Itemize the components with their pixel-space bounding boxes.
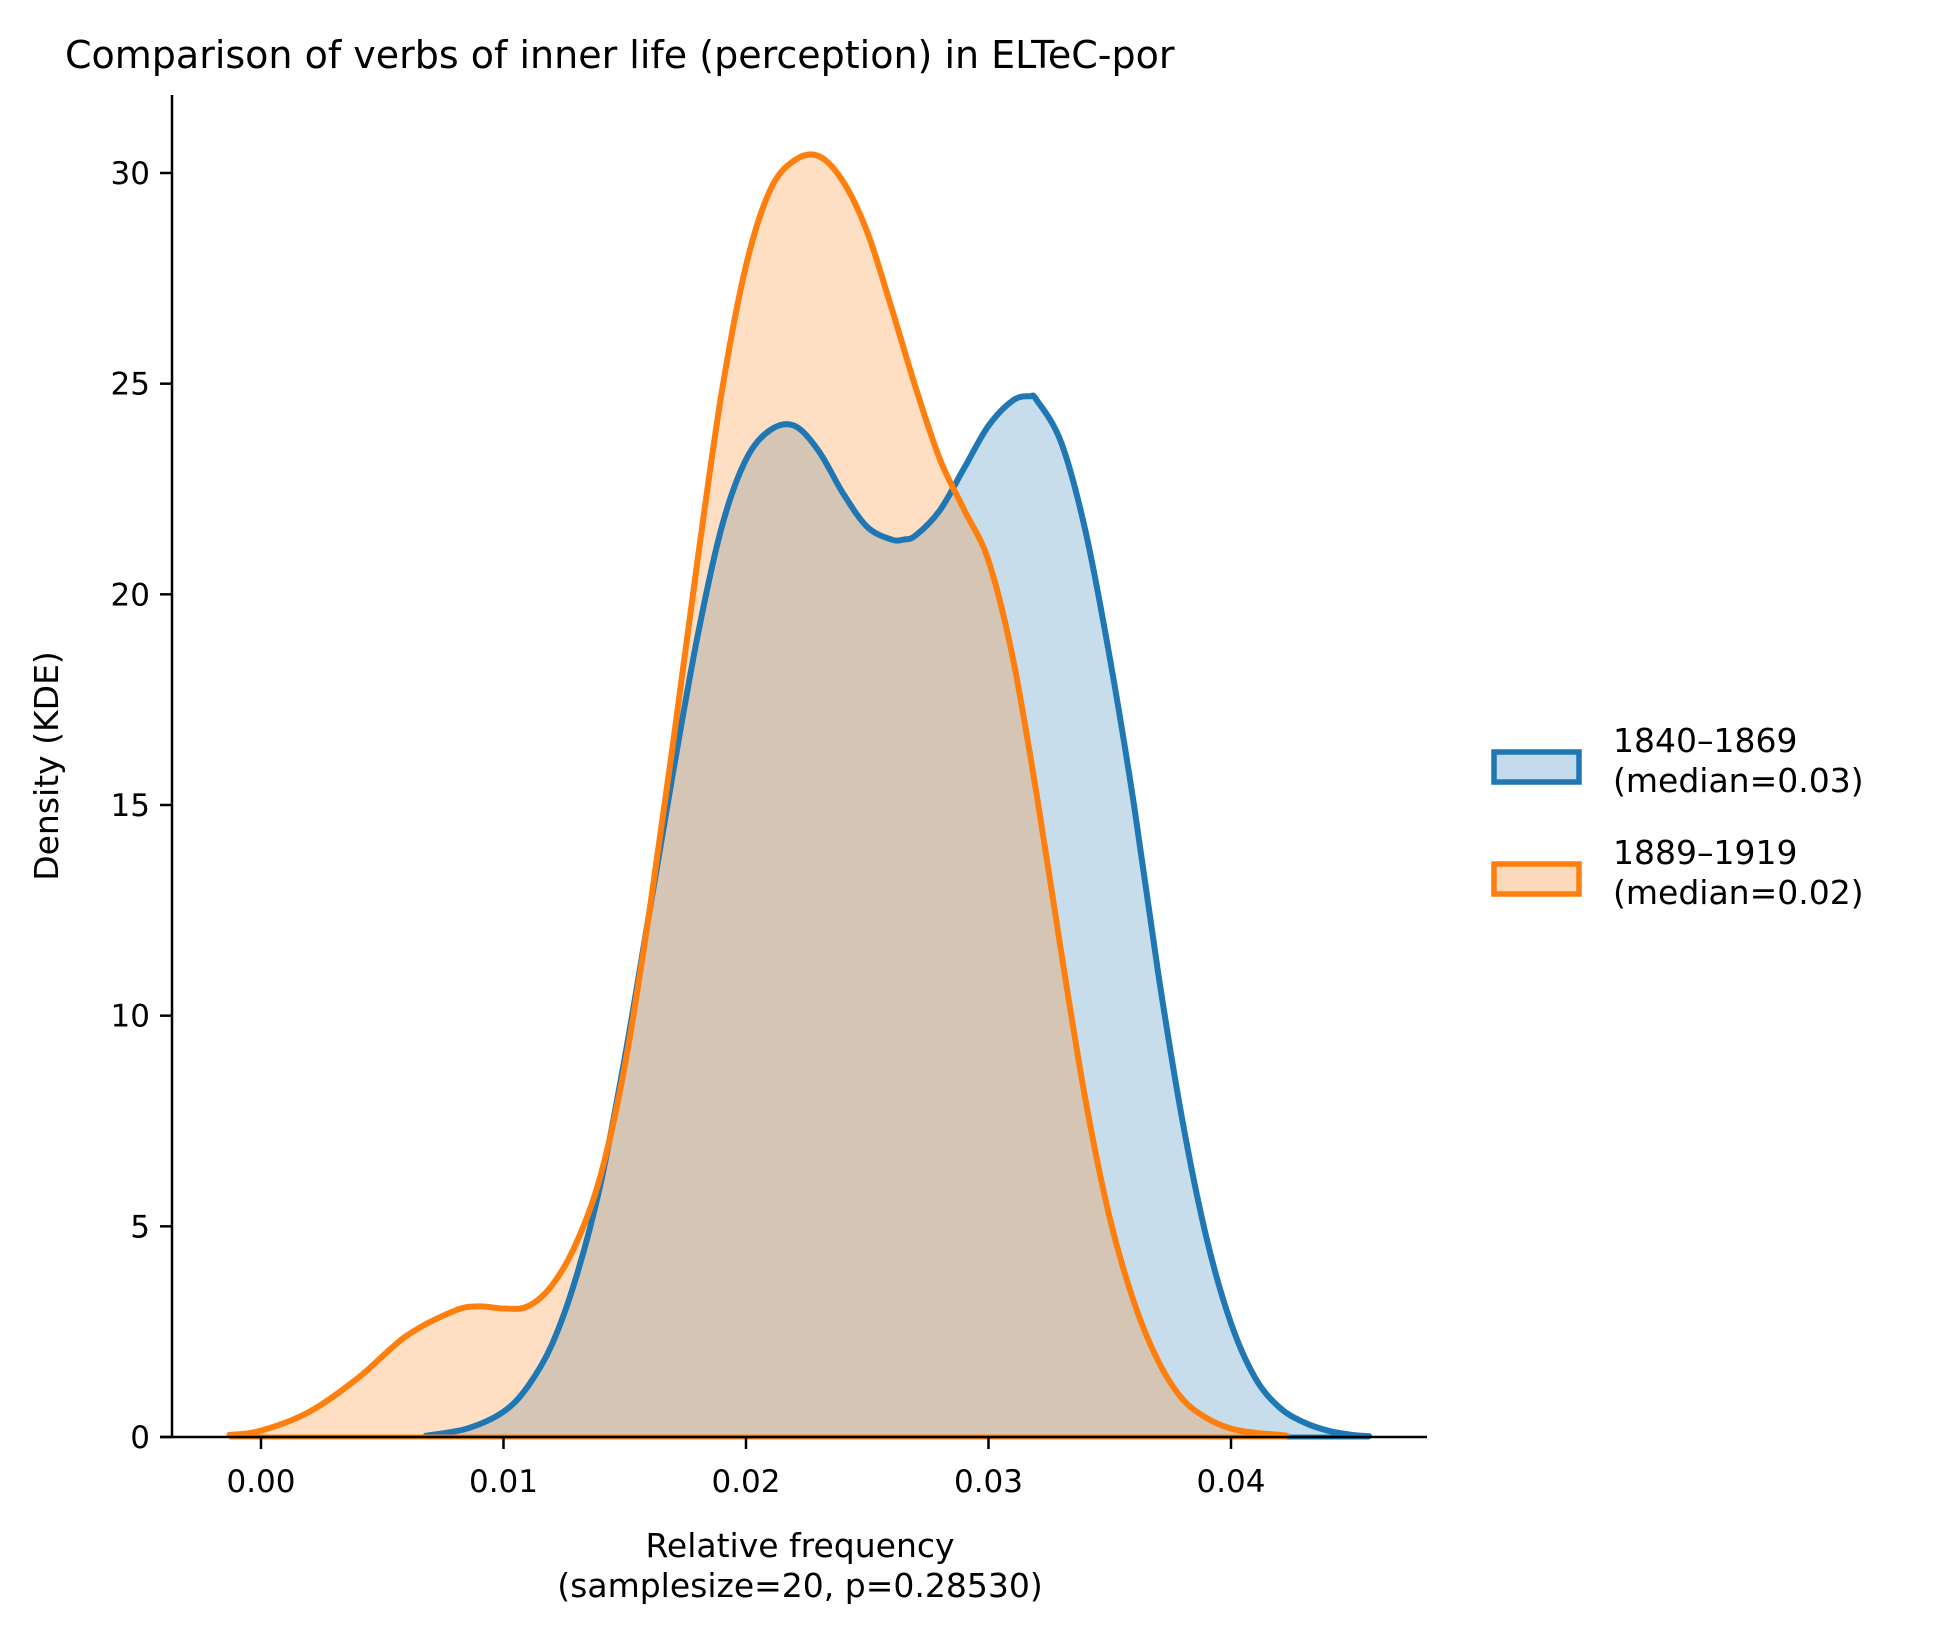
line-series-2 bbox=[226, 151, 1290, 1439]
area-series-2 bbox=[229, 154, 1287, 1437]
chart-title: Comparison of verbs of inner life (perce… bbox=[65, 33, 1175, 77]
legend-label-series-2-line2: (median=0.02) bbox=[1613, 873, 1864, 912]
y-ticks: 0 5 10 15 20 25 30 bbox=[111, 156, 172, 1456]
series-areas bbox=[229, 154, 1370, 1437]
x-axis-label-line2: (samplesize=20, p=0.28530) bbox=[557, 1566, 1042, 1605]
x-ticks: 0.00 0.01 0.02 0.03 0.04 bbox=[226, 1437, 1266, 1500]
x-tick-label: 0.02 bbox=[711, 1464, 780, 1500]
y-tick-label: 10 bbox=[111, 999, 150, 1035]
legend-label-series-2-line1: 1889–1919 bbox=[1613, 833, 1797, 872]
y-tick-label: 15 bbox=[111, 788, 150, 824]
y-tick-label: 20 bbox=[111, 577, 150, 613]
y-tick-label: 0 bbox=[130, 1420, 150, 1456]
x-tick-label: 0.01 bbox=[469, 1464, 538, 1500]
y-axis-label: Density (KDE) bbox=[27, 651, 66, 881]
x-tick-label: 0.04 bbox=[1196, 1464, 1265, 1500]
x-tick-label: 0.00 bbox=[226, 1464, 295, 1500]
legend-swatch-series-1 bbox=[1491, 749, 1582, 785]
y-tick-label: 5 bbox=[130, 1209, 150, 1245]
x-axis-label-line1: Relative frequency bbox=[645, 1526, 954, 1565]
legend-label-series-1-line1: 1840–1869 bbox=[1613, 721, 1797, 760]
area-series-1 bbox=[425, 395, 1370, 1437]
legend-swatch-series-2 bbox=[1491, 861, 1582, 897]
legend-label-series-1-line2: (median=0.03) bbox=[1613, 761, 1864, 800]
y-tick-label: 25 bbox=[111, 367, 150, 403]
x-tick-label: 0.03 bbox=[954, 1464, 1023, 1500]
legend: 1840–1869 (median=0.03) 1889–1919 (media… bbox=[1491, 721, 1864, 912]
y-tick-label: 30 bbox=[111, 156, 150, 192]
